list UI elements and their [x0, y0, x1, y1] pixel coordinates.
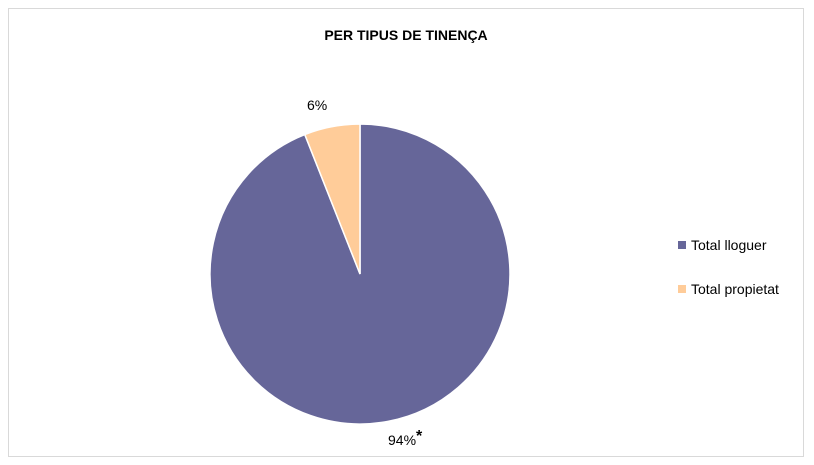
legend-item-total-propietat: Total propietat [678, 280, 779, 298]
data-label-total-lloguer: 94%* [388, 428, 423, 448]
legend-item-total-lloguer: Total lloguer [678, 236, 779, 254]
legend-swatch-total-propietat [678, 285, 686, 293]
pie-slice-total-propietat [303, 123, 361, 275]
data-label-total-propietat: 6% [307, 97, 328, 113]
chart-legend: Total lloguer Total propietat [678, 236, 779, 324]
chart-title: PER TIPUS DE TINENÇA [324, 27, 488, 43]
legend-label: Total lloguer [691, 237, 767, 253]
legend-label: Total propietat [691, 281, 779, 297]
footnote-asterisk: * [416, 428, 423, 445]
legend-swatch-total-lloguer [678, 241, 686, 249]
